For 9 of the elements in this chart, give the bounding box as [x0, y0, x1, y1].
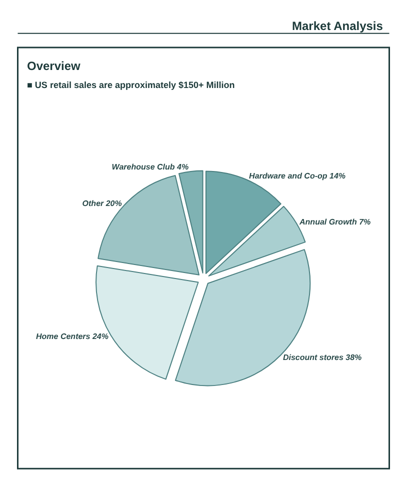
slice-label: Warehouse Club 4%: [112, 162, 189, 172]
slice-label: Other 20%: [82, 198, 122, 208]
slice-label: Hardware and Co-op 14%: [249, 171, 346, 180]
chart-subtitle: Overview: [27, 59, 82, 73]
slice-label: Discount stores 38%: [282, 352, 362, 362]
slice-label: Annual Growth 7%: [298, 217, 371, 226]
chart-title: Market Analysis: [292, 19, 384, 33]
text: ■ US retail sales are approximately $150+ Million: [27, 80, 235, 90]
slice-label: Home Centers 24%: [36, 332, 108, 341]
